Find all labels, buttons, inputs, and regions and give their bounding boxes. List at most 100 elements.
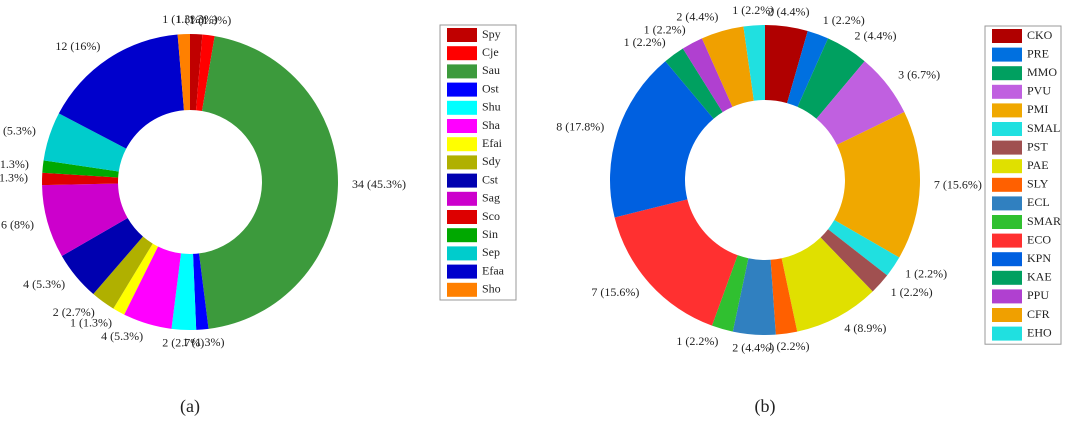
slice: [42, 172, 119, 186]
value-label: 4 (5.3%): [23, 277, 65, 291]
value-label: 12 (16%): [55, 39, 100, 53]
slice: [199, 36, 339, 329]
value-label: 2 (4.4%): [855, 28, 897, 42]
slice: [787, 31, 829, 107]
legend-label: ECL: [1027, 195, 1050, 209]
legend-label: Ost: [482, 81, 499, 95]
value-label: 2 (2.7%): [53, 305, 95, 319]
legend-label: Cje: [482, 45, 499, 59]
legend-swatch: [447, 64, 477, 79]
legend-swatch: [992, 233, 1022, 248]
slice: [732, 258, 776, 335]
legend-label: Efai: [482, 136, 503, 150]
slice: [124, 246, 181, 329]
value-label: 1 (2.2%): [732, 3, 774, 17]
legend-label: SMAR: [1027, 214, 1061, 228]
slice: [820, 229, 888, 292]
slice: [682, 38, 733, 113]
slice: [58, 34, 184, 149]
legend-label: Sau: [482, 63, 500, 77]
legend-label: PVU: [1027, 84, 1051, 98]
slice: [190, 34, 203, 111]
value-label: 2 (4.4%): [768, 4, 810, 18]
value-label: 7 (15.6%): [934, 178, 982, 192]
legend-label: PAE: [1027, 158, 1049, 172]
value-label: 2 (4.4%): [732, 340, 774, 354]
legend-swatch: [992, 159, 1022, 174]
value-label: 6 (8%): [1, 217, 34, 231]
legend-label: Sin: [482, 227, 498, 241]
legend-label: ECO: [1027, 232, 1051, 246]
value-label: 1 (1.3%): [162, 12, 204, 26]
slice: [743, 25, 765, 101]
slice: [113, 243, 158, 315]
legend-box: [984, 25, 1062, 345]
legend-label: Sdy: [482, 154, 501, 168]
legend-swatch: [992, 252, 1022, 267]
legend-swatch: [992, 47, 1022, 62]
legend-label: KAE: [1027, 270, 1052, 284]
value-label: 2 (2.7%): [162, 336, 204, 350]
legend-swatch: [992, 215, 1022, 229]
value-label: 1 (1.3%): [183, 335, 225, 349]
legend-label: MMO: [1027, 65, 1057, 79]
legend-swatch: [992, 29, 1022, 43]
value-label: 1 (2.2%): [624, 35, 666, 49]
legend-swatch: [447, 282, 477, 297]
legend-label: CKO: [1027, 28, 1053, 42]
caption: (b): [755, 396, 776, 417]
value-label: 8 (17.8%): [556, 120, 604, 134]
legend-label: SLY: [1027, 177, 1049, 191]
legend-swatch: [992, 84, 1022, 99]
slice: [770, 258, 798, 335]
value-label: 34 (45.3%): [352, 177, 406, 191]
legend-label: PRE: [1027, 46, 1049, 60]
value-label: 1 (2.2%): [768, 339, 810, 353]
legend-label: Cst: [482, 172, 499, 186]
legend-swatch: [447, 228, 477, 243]
legend-label: KPN: [1027, 251, 1051, 265]
legend-label: EHO: [1027, 325, 1052, 339]
value-label: 2 (4.4%): [676, 9, 718, 23]
slice: [765, 25, 808, 104]
slice: [177, 34, 190, 111]
legend-swatch: [447, 28, 477, 42]
value-label: 1 (1.3%): [189, 13, 231, 27]
legend-label: Sho: [482, 282, 501, 296]
slice: [93, 236, 153, 309]
slice: [665, 48, 723, 119]
slice: [816, 61, 905, 145]
slice: [834, 112, 921, 258]
legend-swatch: [447, 246, 477, 261]
value-label: 1 (1.3%): [0, 170, 28, 184]
legend-swatch: [447, 119, 477, 133]
value-label: 1 (1.3%): [70, 316, 112, 330]
legend-swatch: [992, 308, 1022, 322]
legend-label: PMI: [1027, 102, 1048, 116]
legend-swatch: [447, 210, 477, 224]
slice: [614, 199, 738, 326]
legend-swatch: [447, 173, 477, 188]
legend-swatch: [992, 326, 1022, 341]
legend-label: Sha: [482, 118, 501, 132]
slice: [43, 113, 127, 172]
value-label: 3 (6.7%): [898, 68, 940, 82]
legend-label: SMAL: [1027, 121, 1060, 135]
legend-label: Sco: [482, 209, 500, 223]
value-label: 1 (1.3%): [0, 157, 29, 171]
slice: [781, 237, 873, 332]
legend-label: Shu: [482, 100, 501, 114]
slice: [701, 26, 754, 107]
slice: [828, 220, 900, 276]
value-label: 7 (15.6%): [591, 285, 639, 299]
legend-swatch: [447, 100, 477, 115]
value-label: 1 (2.2%): [676, 334, 718, 348]
legend-swatch: [992, 270, 1022, 285]
legend-swatch: [447, 155, 477, 170]
value-label: 4 (5.3%): [0, 124, 36, 138]
legend-label: PST: [1027, 139, 1048, 153]
slice: [171, 253, 197, 330]
slice: [61, 218, 143, 295]
legend-swatch: [992, 103, 1022, 118]
